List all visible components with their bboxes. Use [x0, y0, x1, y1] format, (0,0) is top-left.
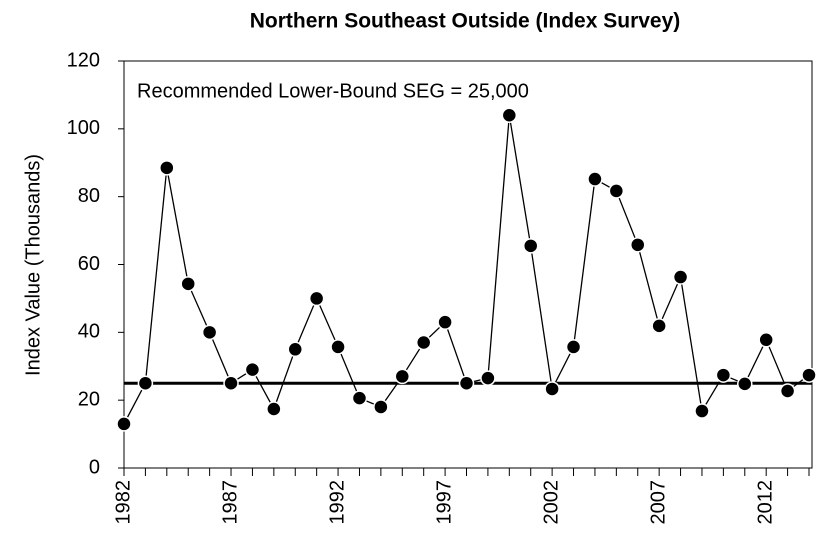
data-point	[330, 339, 346, 355]
data-point	[801, 367, 817, 383]
data-point	[437, 314, 453, 330]
data-point	[501, 107, 518, 124]
y-tick-label: 0	[89, 456, 100, 478]
y-tick-label: 100	[67, 117, 100, 139]
x-tick-label: 2007	[647, 480, 669, 525]
x-tick-label: 2012	[754, 480, 776, 525]
annotation: Recommended Lower-Bound SEG = 25,000	[137, 80, 529, 102]
data-point	[715, 367, 732, 383]
data-point	[116, 416, 132, 432]
data-point	[415, 334, 432, 351]
data-point	[672, 269, 689, 285]
data-point	[244, 361, 261, 378]
plot-frame	[123, 60, 813, 469]
chart-title: Northern Southeast Outside (Index Survey…	[250, 10, 681, 33]
data-point	[266, 401, 282, 417]
x-tick-label: 1987	[219, 480, 241, 525]
data-point	[694, 403, 710, 419]
data-point	[587, 171, 603, 187]
y-tick-label: 80	[78, 185, 100, 207]
x-tick-label: 1992	[326, 480, 348, 525]
data-point	[137, 375, 154, 391]
data-point	[201, 324, 218, 341]
x-tick-label: 1982	[112, 480, 134, 525]
y-tick-label: 120	[67, 49, 100, 71]
data-point	[651, 318, 667, 334]
data-point	[544, 381, 560, 397]
data-point	[480, 370, 496, 386]
data-point	[180, 276, 196, 292]
data-point	[458, 375, 475, 391]
data-point	[308, 290, 325, 307]
data-point	[351, 390, 368, 406]
x-tick-label: 1997	[433, 480, 455, 525]
data-point	[608, 183, 625, 199]
data-point	[779, 383, 796, 399]
data-point	[737, 376, 753, 392]
y-axis-label: Index Value (Thousands)	[22, 154, 44, 376]
data-point	[565, 339, 582, 355]
data-point	[287, 341, 303, 358]
y-tick-label: 60	[78, 253, 100, 275]
data-point	[522, 238, 539, 254]
data-point	[223, 375, 239, 391]
y-tick-label: 40	[78, 321, 100, 343]
x-tick-label: 2002	[540, 480, 562, 525]
data-point	[394, 368, 411, 385]
data-point	[758, 332, 774, 348]
data-point	[630, 237, 646, 253]
data-point	[373, 399, 389, 415]
y-tick-label: 20	[78, 388, 100, 410]
data-point	[159, 160, 175, 176]
